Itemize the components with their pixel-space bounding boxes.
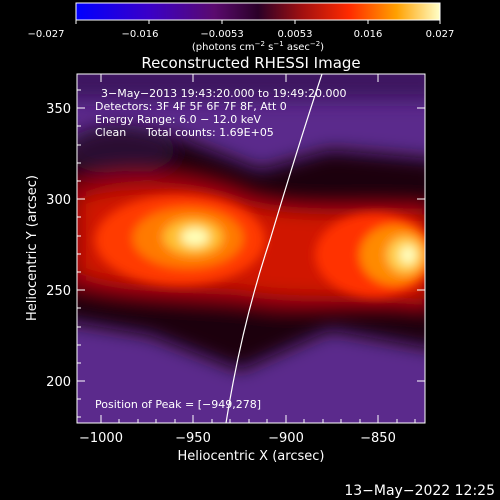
peak-position-annotation: Position of Peak = [−949,278] (95, 398, 261, 411)
solar-limb-line (225, 74, 323, 423)
plot-frame (76, 73, 426, 424)
x-axis-label: Heliocentric X (arcsec) (178, 449, 325, 464)
y-tick-label: 300 (46, 193, 71, 208)
colorbar-units: (photons cm−2 s−1 asec−2) (192, 40, 324, 53)
x-tick-label: −1000 (79, 431, 123, 446)
colorbar-tick: 0.027 (426, 29, 455, 40)
energy-range-annotation: Energy Range: 6.0 − 12.0 keV (95, 113, 262, 126)
x-tick-label: −850 (360, 431, 396, 446)
total-counts-annotation: Total counts: 1.69E+05 (145, 126, 274, 139)
x-axis-ticks (100, 74, 416, 423)
y-axis-label: Heliocentric Y (arcsec) (25, 175, 40, 321)
plot-title: Reconstructed RHESSI Image (141, 54, 360, 72)
colorbar-tick: −0.0053 (200, 29, 243, 40)
y-tick-label: 350 (46, 102, 71, 117)
colorbar: −0.027 −0.016 −0.0053 0.0053 0.016 0.027… (27, 2, 455, 53)
colorbar-tick: −0.016 (121, 29, 158, 40)
y-axis-ticks (77, 89, 425, 418)
colorbar-tick: 0.0053 (278, 29, 313, 40)
colorbar-tick: −0.027 (27, 29, 64, 40)
method-annotation: Clean (95, 126, 126, 139)
time-range-annotation: 3−May−2013 19:43:20.000 to 19:49:20.000 (101, 87, 347, 100)
y-tick-label: 250 (46, 284, 71, 299)
detectors-annotation: Detectors: 3F 4F 5F 6F 7F 8F, Att 0 (95, 100, 287, 113)
rhessi-image (77, 74, 425, 423)
x-tick-label: −900 (268, 431, 304, 446)
colorbar-tick: 0.016 (354, 29, 383, 40)
colorbar-gradient (75, 2, 441, 21)
footer-timestamp: 13−May−2022 12:25 (344, 483, 495, 499)
x-tick-label: −950 (175, 431, 211, 446)
y-tick-label: 200 (46, 375, 71, 390)
